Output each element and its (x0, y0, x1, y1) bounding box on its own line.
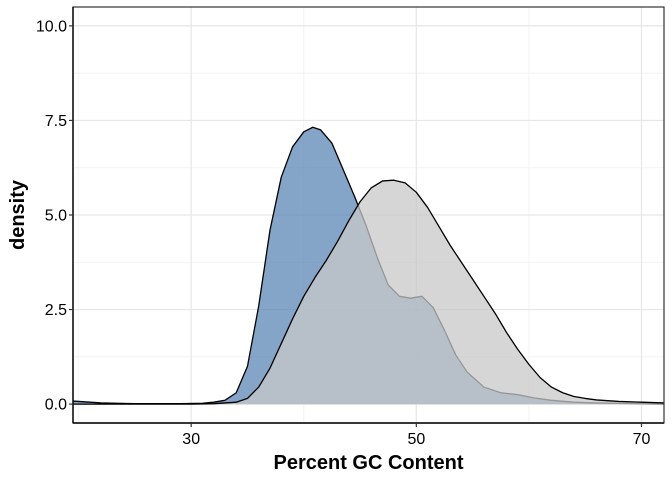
density-areas (72, 126, 665, 405)
y-tick-label: 2.5 (45, 302, 67, 319)
x-axis-title: Percent GC Content (273, 452, 463, 474)
y-tick-label: 0.0 (45, 397, 67, 414)
y-tick-label: 10.0 (36, 18, 67, 35)
axis-labels: Percent GC Content density (7, 179, 464, 474)
axes: 30 50 70 0.0 2.5 5.0 7.5 10.0 (36, 6, 665, 448)
y-tick-label: 5.0 (45, 208, 67, 225)
y-tick-label: 7.5 (45, 113, 67, 130)
x-tick-label: 30 (182, 431, 200, 448)
x-tick-label: 50 (407, 431, 425, 448)
grid-lines (73, 7, 664, 423)
x-tick-label: 70 (633, 431, 651, 448)
y-axis-title: density (7, 179, 29, 250)
density-curve-2 (73, 179, 665, 405)
